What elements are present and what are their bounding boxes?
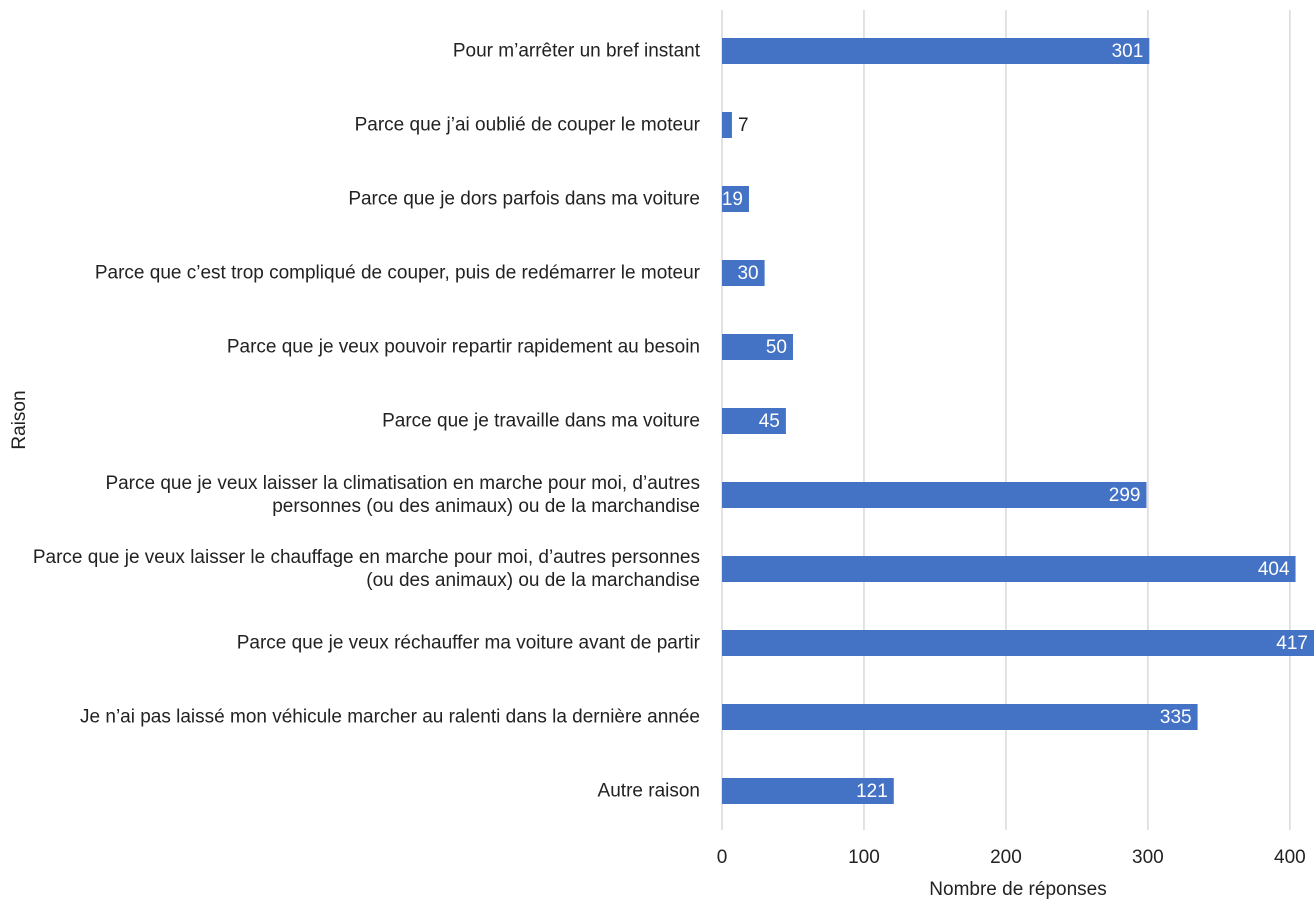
value-label: 299 (1109, 485, 1141, 506)
y-tick-label: Parce que je veux pouvoir repartir rapid… (226, 336, 700, 358)
value-label: 30 (737, 263, 758, 284)
y-tick-label: Parce que j’ai oublié de couper le moteu… (354, 114, 700, 136)
bar (722, 704, 1198, 730)
x-tick-label: 400 (1274, 847, 1306, 868)
value-label: 301 (1112, 41, 1144, 62)
y-tick-label: Parce que je dors parfois dans ma voitur… (348, 188, 700, 210)
bar (722, 260, 765, 286)
value-label: 335 (1160, 707, 1192, 728)
y-tick-label: Pour m’arrêter un bref instant (452, 40, 700, 62)
bar (722, 778, 894, 804)
value-label: 417 (1276, 633, 1308, 654)
y-axis-title: Raison (9, 390, 30, 449)
bar (722, 112, 732, 138)
y-tick-label: Parce que je veux laisser la climatisati… (105, 473, 700, 517)
y-tick-label: Parce que je travaille dans ma voiture (382, 410, 700, 432)
value-label: 121 (856, 781, 888, 802)
value-label: 45 (759, 411, 780, 432)
y-tick-label: Parce que je veux laisser le chauffage e… (32, 547, 700, 591)
bar (722, 556, 1296, 582)
bar (722, 334, 793, 360)
y-tick-label: Autre raison (597, 780, 700, 802)
bar (722, 408, 786, 434)
x-tick-label: 100 (848, 847, 880, 868)
y-tick-label: Parce que c’est trop compliqué de couper… (94, 262, 700, 284)
bar (722, 38, 1150, 64)
bar (722, 482, 1147, 508)
bar (722, 186, 749, 212)
x-tick-label: 200 (990, 847, 1022, 868)
bar (722, 630, 1314, 656)
x-tick-label: 300 (1132, 847, 1164, 868)
y-tick-label: Je n’ai pas laissé mon véhicule marcher … (80, 706, 700, 728)
x-axis-title: Nombre de réponses (929, 879, 1106, 900)
value-label: 404 (1258, 559, 1290, 580)
value-label: 7 (738, 115, 749, 136)
value-label: 50 (766, 337, 787, 358)
x-tick-label: 0 (717, 847, 728, 868)
y-tick-label: Parce que je veux réchauffer ma voiture … (236, 632, 700, 654)
value-label: 19 (722, 189, 743, 210)
